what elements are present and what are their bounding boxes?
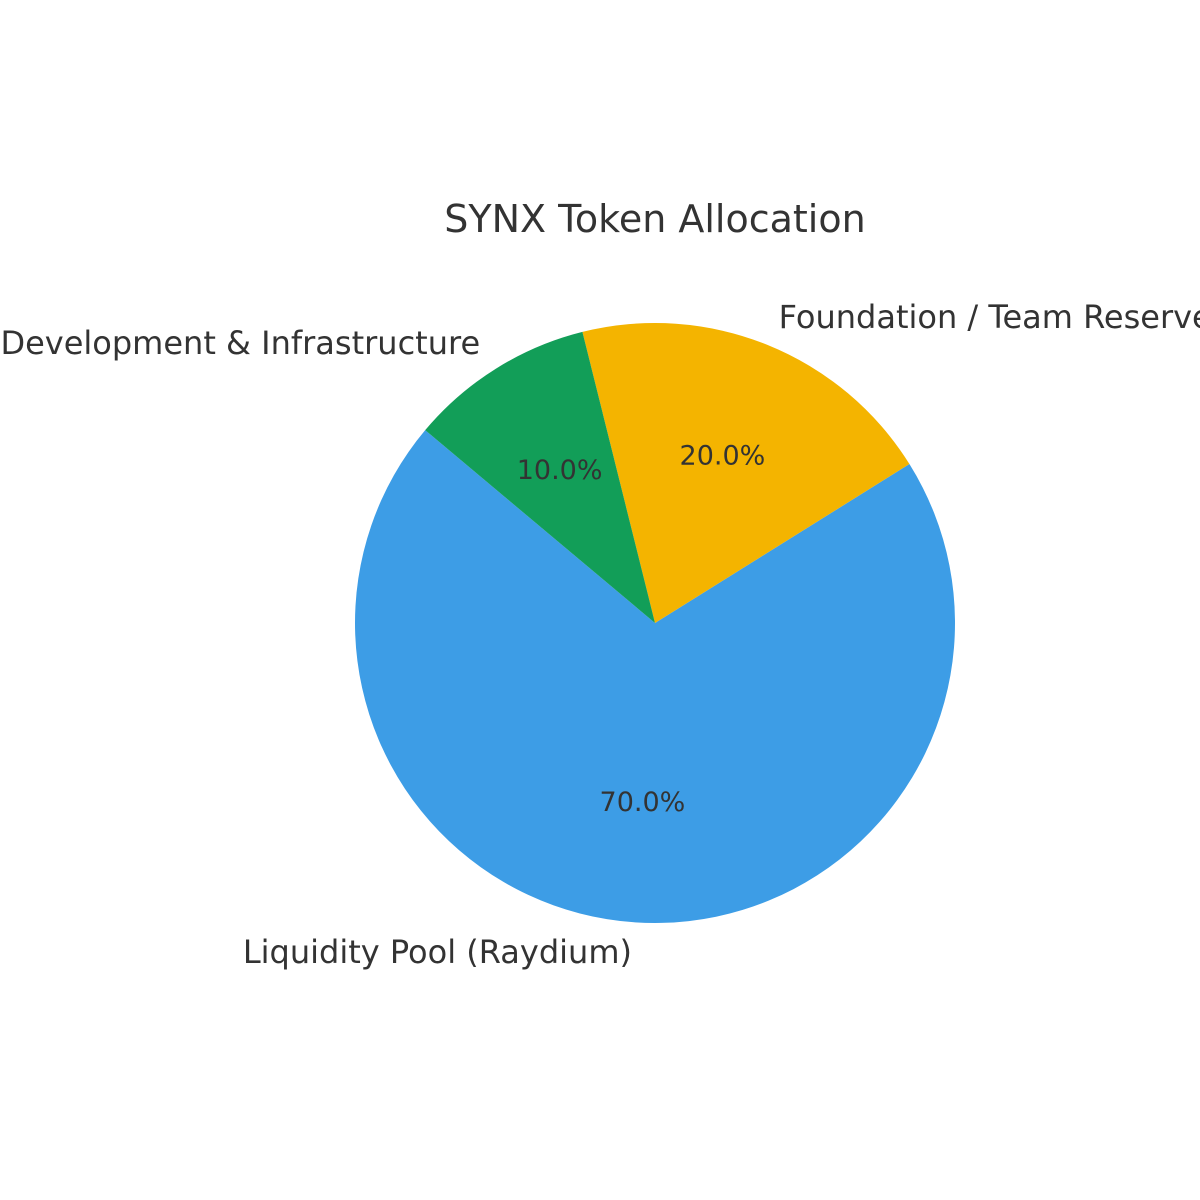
slice-label-foundation-team-reserve: Foundation / Team Reserve bbox=[779, 298, 1200, 336]
slice-label-liquidity-pool-raydium: Liquidity Pool (Raydium) bbox=[243, 933, 632, 971]
slice-labels: Liquidity Pool (Raydium) Foundation / Tea… bbox=[0, 298, 1200, 971]
pie-slice-foundation-team-reserve bbox=[582, 322, 910, 623]
pie-slice-liquidity-pool-raydium bbox=[355, 430, 956, 923]
pie-slices bbox=[355, 322, 956, 923]
pct-label-foundation-team-reserve: 20.0% bbox=[680, 441, 766, 472]
pct-label-liquidity-pool-raydium: 70.0% bbox=[600, 787, 686, 818]
pct-label-development-infrastructure: 10.0% bbox=[517, 455, 603, 486]
chart-title: SYNX Token Allocation bbox=[444, 197, 865, 241]
slice-label-development-infrastructure: Development & Infrastructure bbox=[0, 324, 480, 362]
pie-slice-development-infrastructure bbox=[425, 331, 655, 623]
percent-labels: 70.0% 20.0% 10.0% bbox=[517, 441, 766, 818]
